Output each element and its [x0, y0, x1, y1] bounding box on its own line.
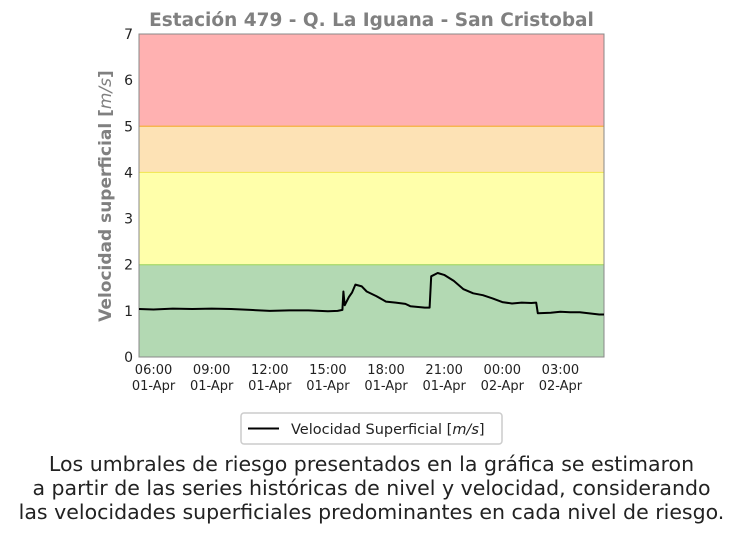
y-tick-label-4: 4 [124, 165, 133, 181]
y-axis-label: Velocidad superficial [m/s] [96, 70, 116, 322]
x-tick-date-0: 01-Apr [132, 379, 176, 394]
x-tick-date-3: 01-Apr [306, 379, 350, 394]
footnote-line-2: a partir de las series históricas de niv… [32, 476, 711, 500]
x-axis-ticks: 06:0001-Apr09:0001-Apr12:0001-Apr15:0001… [132, 363, 583, 394]
y-tick-label-0: 0 [124, 350, 133, 366]
y-tick-label-7: 7 [124, 27, 133, 43]
x-tick-date-4: 01-Apr [364, 379, 408, 394]
y-axis-ticks: 0 1 2 3 4 5 6 7 [124, 27, 133, 366]
risk-band-3 [139, 34, 604, 127]
legend-label-prefix: Velocidad Superficial [ [291, 422, 452, 438]
footnote: Los umbrales de riesgo presentados en la… [0, 452, 743, 524]
chart-title: Estación 479 - Q. La Iguana - San Cristo… [149, 10, 594, 31]
x-tick-time-3: 15:00 [309, 363, 346, 378]
series-layer [138, 272, 604, 316]
x-tick-time-4: 18:00 [367, 363, 404, 378]
x-tick-time-5: 21:00 [425, 363, 462, 378]
footnote-line-3: las velocidades superficiales predominan… [18, 500, 725, 524]
y-axis-label-prefix: Velocidad superficial [ [96, 109, 116, 322]
plot-border [138, 33, 605, 358]
x-tick-date-5: 01-Apr [422, 379, 466, 394]
risk-band-1 [139, 172, 604, 265]
x-tick-time-0: 06:00 [135, 363, 172, 378]
y-tick-label-1: 1 [124, 304, 133, 320]
legend-box [240, 412, 503, 445]
x-tick-date-1: 01-Apr [190, 379, 234, 394]
x-tick-date-6: 02-Apr [481, 379, 525, 394]
x-tick-date-2: 01-Apr [248, 379, 292, 394]
x-tick-time-7: 03:00 [542, 363, 579, 378]
y-tick-label-5: 5 [124, 119, 133, 135]
plot-frame [138, 33, 605, 358]
x-tick-time-6: 00:00 [484, 363, 521, 378]
x-tick-time-1: 09:00 [193, 363, 230, 378]
velocity-chart: Estación 479 - Q. La Iguana - San Cristo… [96, 10, 605, 445]
y-tick-label-3: 3 [124, 212, 133, 228]
y-axis-label-unit: m/s [96, 78, 116, 109]
series-line-0 [138, 272, 604, 316]
x-tick-time-2: 12:00 [251, 363, 288, 378]
legend-label-unit: m/s [452, 422, 479, 438]
x-tick-date-7: 02-Apr [539, 379, 583, 394]
risk-band-2 [139, 126, 604, 173]
y-axis-label-suffix: ] [96, 70, 116, 78]
y-tick-label-6: 6 [124, 73, 133, 89]
legend-label-suffix: ] [479, 422, 485, 438]
chart-legend: Velocidad Superficial [m/s] [240, 412, 503, 445]
risk-bands [139, 34, 604, 357]
legend-entry-label: Velocidad Superficial [m/s] [291, 422, 485, 438]
risk-band-0 [139, 264, 604, 357]
y-tick-label-2: 2 [124, 258, 133, 274]
footnote-line-1: Los umbrales de riesgo presentados en la… [48, 452, 695, 476]
